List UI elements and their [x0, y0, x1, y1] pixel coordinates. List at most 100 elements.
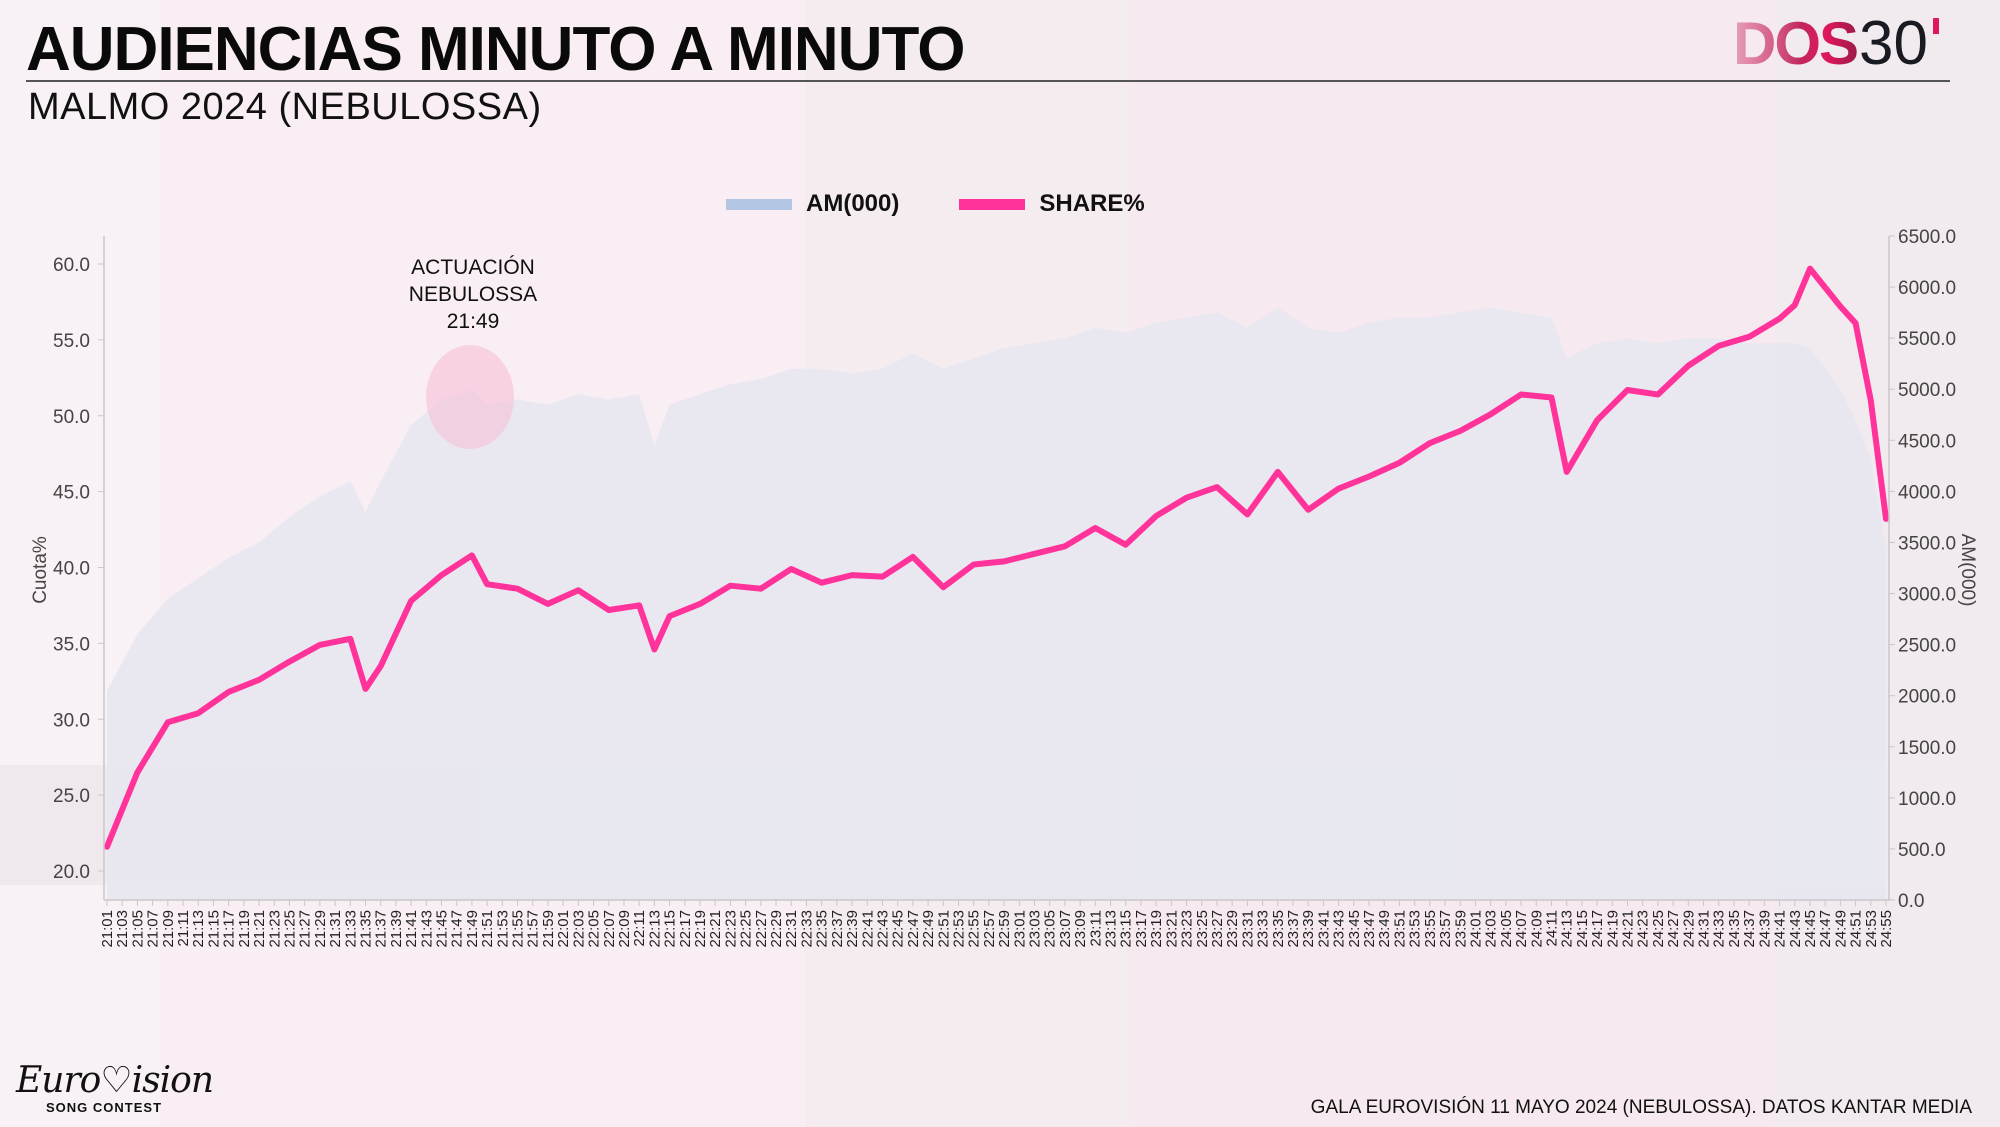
bottom-axis-tick-label: 22:19 [692, 910, 709, 948]
bottom-axis-tick-label: 24:41 [1772, 910, 1789, 948]
bottom-axis-tick-label: 21:11 [175, 910, 192, 946]
left-axis-ticks: 20.0 25.0 30.0 35.0 40.0 45.0 50.0 55.0 60.0 [53, 255, 104, 883]
left-axis-tick-label: 60.0 [53, 255, 90, 276]
left-axis-tick-label: 25.0 [53, 786, 90, 807]
bottom-axis-tick-label: 21:49 [464, 910, 481, 948]
bottom-axis-tick-label: 24:45 [1802, 910, 1819, 948]
bottom-axis-tick-label: 22:09 [616, 910, 633, 948]
bottom-axis-tick-label: 23:57 [1437, 910, 1454, 948]
bottom-axis-tick-label: 22:49 [920, 910, 937, 948]
bottom-axis-tick-label: 23:37 [1285, 910, 1302, 948]
left-axis-tick-label: 30.0 [53, 710, 90, 731]
bottom-axis-tick-label: 22:21 [707, 910, 724, 948]
bottom-axis-tick-label: 23:49 [1376, 910, 1393, 948]
bottom-axis-tick-label: 24:13 [1559, 910, 1576, 948]
bottom-axis-tick-label: 22:07 [601, 910, 618, 948]
bottom-axis-tick-label: 21:39 [388, 910, 405, 948]
bottom-axis-tick-label: 24:53 [1863, 910, 1880, 948]
bottom-axis-tick-label: 22:43 [874, 910, 891, 948]
bottom-axis-tick-label: 21:01 [99, 910, 116, 948]
bottom-axis-tick-label: 22:25 [738, 910, 755, 948]
bottom-axis-tick-label: 22:57 [981, 910, 998, 948]
bottom-axis-tick-label: 23:31 [1239, 910, 1256, 948]
bottom-axis-tick-label: 23:41 [1315, 910, 1332, 948]
bottom-axis-tick-label: 21:57 [525, 910, 542, 948]
bottom-axis-tick-label: 21:31 [327, 910, 344, 948]
bottom-axis-tick-label: 22:41 [859, 910, 876, 948]
share-line-series [104, 265, 1889, 850]
bottom-axis-tick-label: 21:59 [540, 910, 557, 948]
bottom-axis-tick-label: 24:35 [1726, 910, 1743, 948]
bottom-axis-tick-label: 22:03 [570, 910, 587, 948]
am-area-series [107, 307, 1886, 900]
bottom-axis-tick-label: 24:11 [1543, 910, 1560, 946]
bottom-axis-tick-label: 22:51 [935, 910, 952, 948]
bottom-axis-tick-label: 22:59 [996, 910, 1013, 948]
source-footnote: GALA EUROVISIÓN 11 MAYO 2024 (NEBULOSSA)… [1310, 1097, 1972, 1118]
bottom-axis-tick-label: 24:23 [1635, 910, 1652, 948]
bottom-axis-tick-label: 23:03 [1027, 910, 1044, 948]
left-axis-tick-label: 55.0 [53, 331, 90, 352]
bottom-axis-tick-label: 21:21 [251, 910, 268, 948]
left-axis-tick-label: 20.0 [53, 862, 90, 883]
bottom-axis-tick-label: 23:21 [1163, 910, 1180, 948]
bottom-axis-tick-label: 21:37 [373, 910, 390, 948]
bottom-axis-tick-label: 21:41 [403, 910, 420, 948]
right-axis-tick-label: 1500.0 [1898, 738, 1956, 759]
bottom-axis-tick-label: 22:45 [890, 910, 907, 948]
right-axis-tick-label: 2500.0 [1898, 636, 1956, 657]
legend-label-share: SHARE% [1039, 190, 1145, 217]
bottom-axis-tick-label: 21:51 [479, 910, 496, 948]
bottom-axis-tick-label: 24:21 [1620, 910, 1637, 948]
legend-label-am: AM(000) [806, 190, 900, 217]
bottom-axis-tick-label: 23:15 [1118, 910, 1135, 948]
bottom-axis-tick-label: 24:37 [1741, 910, 1758, 948]
bottom-axis-tick-label: 23:35 [1270, 910, 1287, 948]
bottom-axis-tick-label: 21:23 [266, 910, 283, 948]
bottom-axis-tick-label: 22:01 [555, 910, 572, 948]
bottom-axis-tick-label: 21:19 [236, 910, 253, 948]
bottom-axis-tick-label: 22:37 [829, 910, 846, 948]
bottom-axis-tick-label: 24:49 [1832, 910, 1849, 948]
bottom-axis-tick-label: 23:09 [1072, 910, 1089, 948]
bottom-axis-tick-label: 23:17 [1133, 910, 1150, 948]
bottom-axis-tick-label: 23:13 [1103, 910, 1120, 948]
bottom-axis-tick-label: 23:11 [1087, 910, 1104, 946]
bottom-axis-tick-label: 21:33 [342, 910, 359, 948]
annotation-line-2: NEBULOSSA [408, 283, 538, 306]
bottom-axis-tick-label: 21:25 [281, 910, 298, 948]
bottom-axis-tick-label: 24:07 [1513, 910, 1530, 948]
brand-logo-mark-icon [1933, 18, 1939, 34]
bottom-axis-tick-label: 22:39 [844, 910, 861, 948]
bottom-axis-tick-label: 23:29 [1224, 910, 1241, 948]
bottom-axis-tick-label: 21:27 [297, 910, 314, 948]
bottom-axis-tick-label: 23:25 [1194, 910, 1211, 948]
annotation-line-1: ACTUACIÓN [411, 256, 535, 279]
bottom-axis-tick-label: 23:01 [1011, 910, 1028, 948]
right-axis-tick-label: 5500.0 [1898, 329, 1956, 350]
bottom-axis-tick-label: 24:03 [1483, 910, 1500, 948]
bottom-axis-tick-label: 23:51 [1391, 910, 1408, 948]
right-axis-tick-label: 1000.0 [1898, 789, 1956, 810]
bottom-axis-tick-label: 21:29 [312, 910, 329, 948]
bottom-axis-tick-label: 24:55 [1878, 910, 1895, 948]
bottom-axis-tick-label: 21:47 [449, 910, 466, 948]
left-axis-tick-label: 40.0 [53, 559, 90, 580]
bottom-axis-tick-label: 22:17 [677, 910, 694, 948]
eurovision-logo-subtext: SONG CONTEST [46, 1100, 163, 1115]
bottom-axis-tick-label: 22:27 [753, 910, 770, 948]
right-axis-tick-label: 3000.0 [1898, 585, 1956, 606]
background-band [0, 0, 160, 1127]
highlight-ellipse [426, 345, 514, 449]
bottom-axis-tick-label: 24:47 [1817, 910, 1834, 948]
bottom-axis-tick-label: 21:45 [434, 910, 451, 948]
bottom-axis-tick-label: 23:23 [1179, 910, 1196, 948]
bottom-axis-tick-label: 22:33 [798, 910, 815, 948]
right-axis-tick-label: 4500.0 [1898, 431, 1956, 452]
page-subtitle: MALMO 2024 (NEBULOSSA) [28, 86, 542, 128]
bottom-axis-tick-label: 21:43 [418, 910, 435, 948]
legend-swatch-share [959, 198, 1026, 210]
bottom-axis-tick-label: 22:47 [905, 910, 922, 948]
bottom-axis-tick-label: 24:01 [1467, 910, 1484, 948]
bottom-axis-tick-label: 21:35 [357, 910, 374, 948]
